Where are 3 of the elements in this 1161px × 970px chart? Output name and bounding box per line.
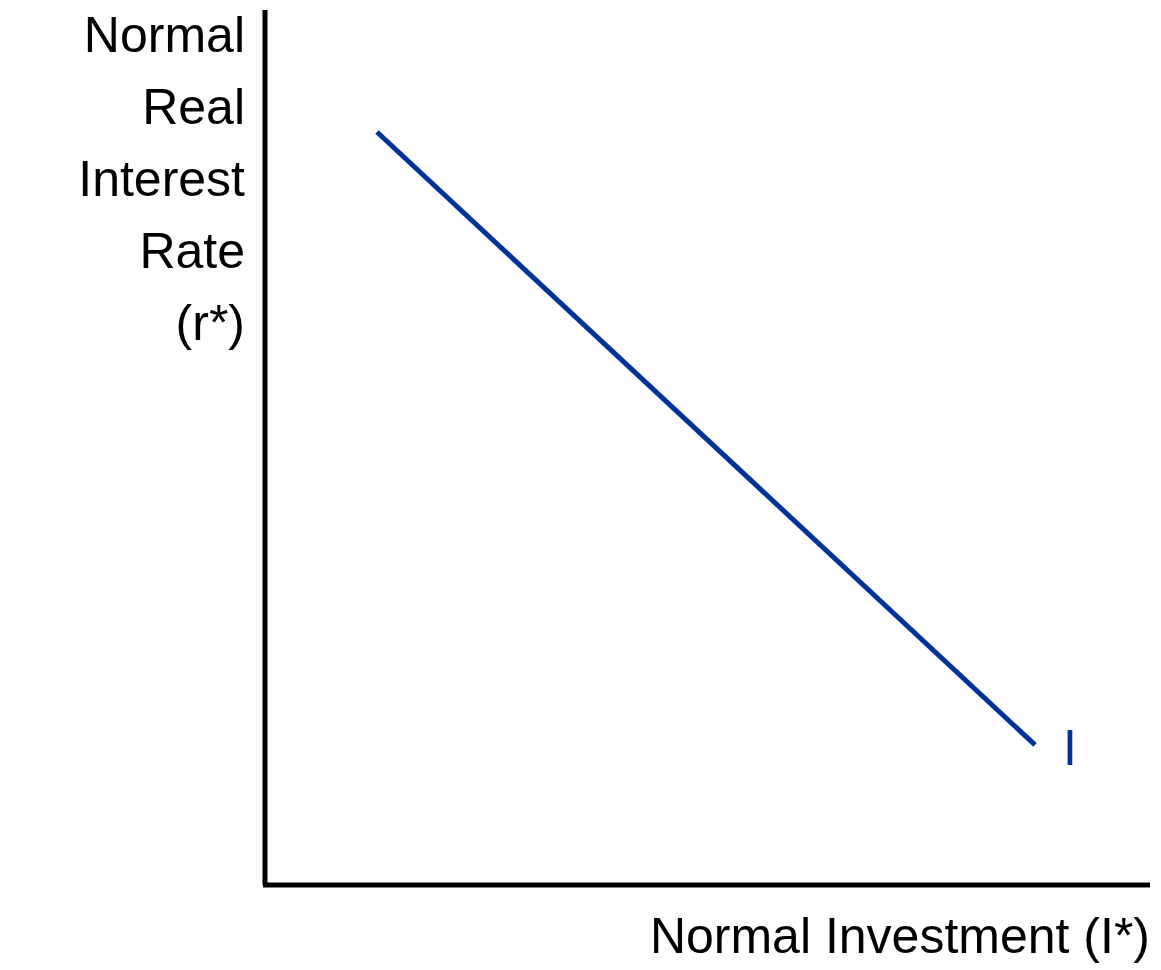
- x-axis-title: Normal Investment (I*): [649, 908, 1150, 964]
- series-label: I: [1063, 719, 1077, 776]
- y-axis-title: Normal Real Interest Rate (r*): [78, 7, 246, 351]
